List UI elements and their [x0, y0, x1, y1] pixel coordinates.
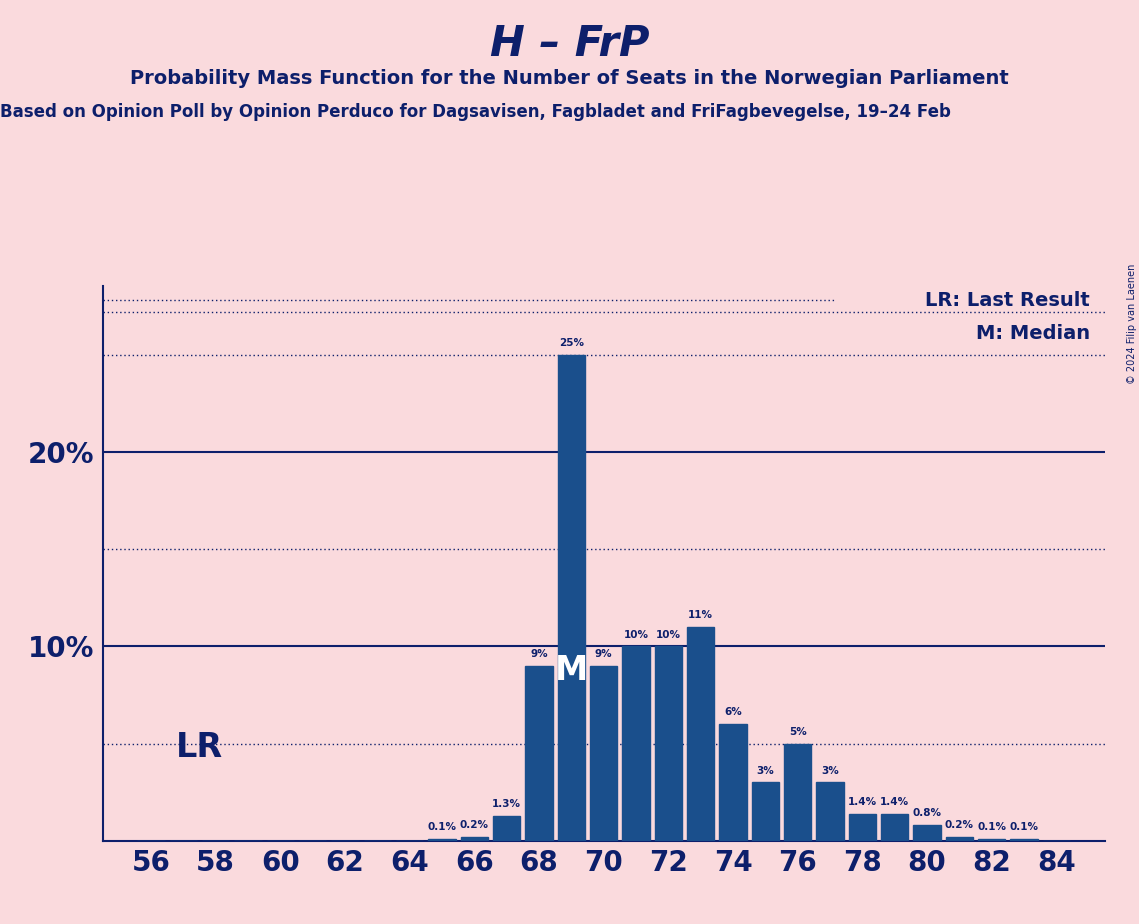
Bar [622, 646, 649, 841]
Text: 25%: 25% [559, 337, 584, 347]
Bar [849, 814, 876, 841]
Text: 9%: 9% [595, 649, 613, 659]
Text: 5%: 5% [789, 727, 806, 736]
Bar [719, 724, 747, 841]
Text: H – FrP: H – FrP [490, 23, 649, 65]
Text: 10%: 10% [656, 629, 681, 639]
Bar [493, 816, 521, 841]
Text: M: M [555, 654, 588, 687]
Bar [817, 783, 844, 841]
Text: 3%: 3% [821, 766, 839, 775]
Bar [1010, 839, 1038, 841]
Text: 0.2%: 0.2% [945, 821, 974, 830]
Text: 1.4%: 1.4% [880, 796, 909, 807]
Text: Based on Opinion Poll by Opinion Perduco for Dagsavisen, Fagbladet and FriFagbev: Based on Opinion Poll by Opinion Perduco… [0, 103, 951, 121]
Bar [590, 666, 617, 841]
Bar [945, 837, 973, 841]
Bar [655, 646, 682, 841]
Text: 6%: 6% [724, 707, 741, 717]
Bar [687, 626, 714, 841]
Text: 1.3%: 1.3% [492, 798, 522, 808]
Bar [428, 839, 456, 841]
Text: © 2024 Filip van Laenen: © 2024 Filip van Laenen [1126, 263, 1137, 383]
Text: 10%: 10% [623, 629, 648, 639]
Text: LR: Last Result: LR: Last Result [925, 291, 1090, 310]
Bar [525, 666, 552, 841]
Text: 0.1%: 0.1% [1009, 822, 1039, 833]
Text: 0.1%: 0.1% [977, 822, 1006, 833]
Text: Probability Mass Function for the Number of Seats in the Norwegian Parliament: Probability Mass Function for the Number… [130, 69, 1009, 89]
Text: 0.2%: 0.2% [460, 821, 489, 830]
Text: M: Median: M: Median [976, 324, 1090, 343]
Text: 0.8%: 0.8% [912, 808, 942, 819]
Text: 1.4%: 1.4% [847, 796, 877, 807]
Bar [784, 744, 811, 841]
Text: 11%: 11% [688, 610, 713, 620]
Text: LR: LR [175, 731, 223, 764]
Bar [558, 355, 585, 841]
Bar [460, 837, 489, 841]
Bar [978, 839, 1006, 841]
Bar [913, 825, 941, 841]
Bar [880, 814, 909, 841]
Text: 3%: 3% [756, 766, 775, 775]
Bar [752, 783, 779, 841]
Text: 9%: 9% [530, 649, 548, 659]
Text: 0.1%: 0.1% [427, 822, 457, 833]
